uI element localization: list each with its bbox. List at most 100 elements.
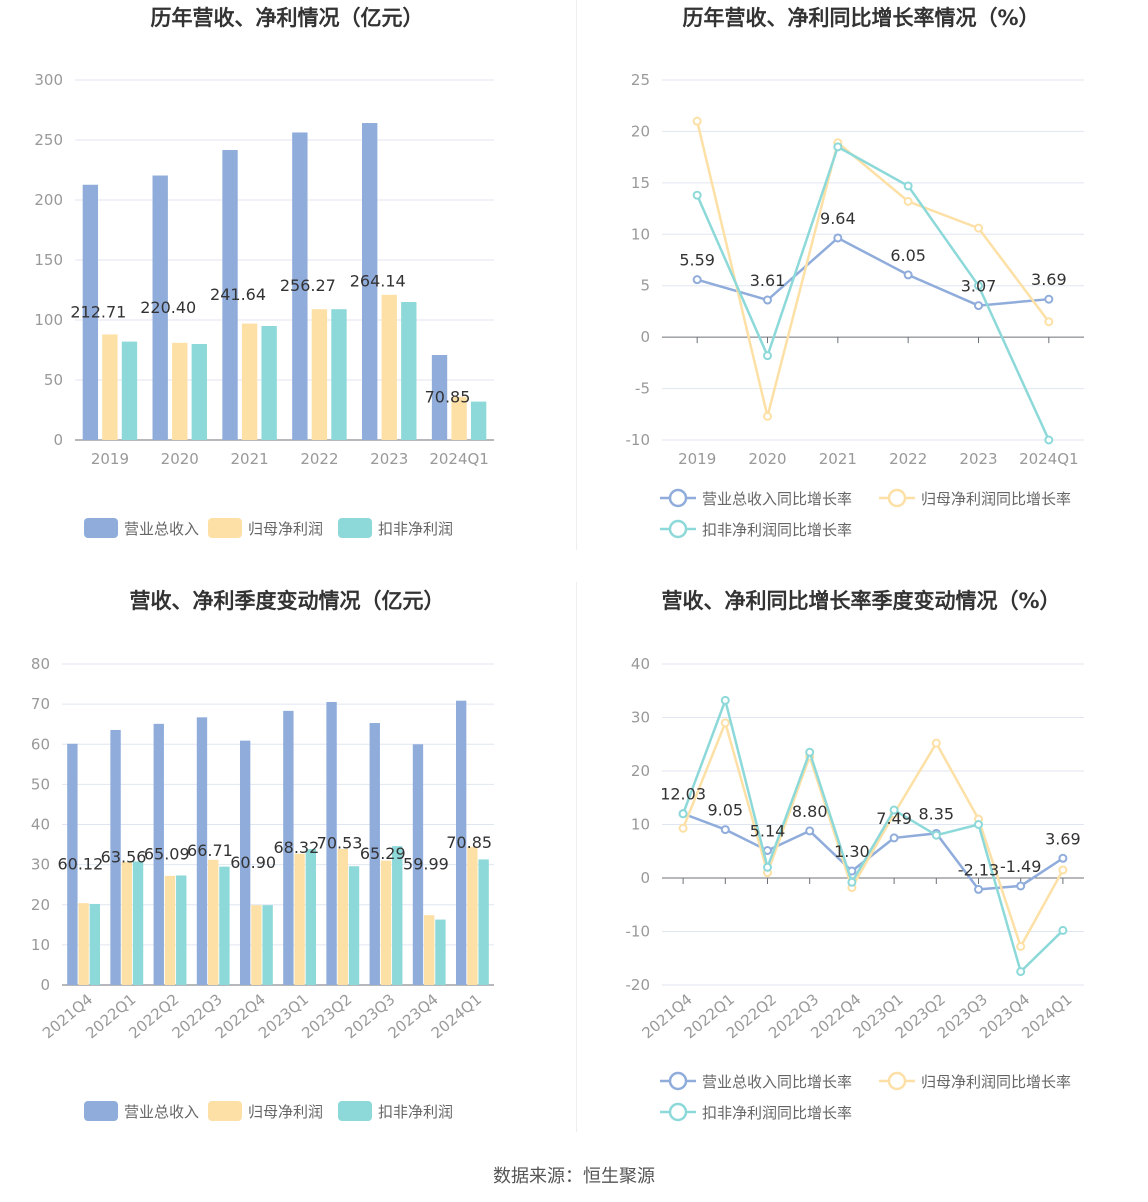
data-label: 3.69 — [1031, 270, 1067, 289]
quarterly-revenue-profit-chart: 营收、净利季度变动情况（亿元）010203040506070802021Q420… — [31, 589, 494, 1121]
y-tick-label: 50 — [31, 775, 50, 793]
data-point — [805, 747, 815, 757]
data-point — [889, 833, 899, 843]
y-tick-label: 15 — [631, 174, 650, 192]
y-tick-label: 40 — [631, 655, 650, 673]
data-label: 1.30 — [834, 842, 870, 861]
data-point — [1058, 865, 1068, 875]
legend-swatch — [84, 518, 118, 538]
y-tick-label: 200 — [34, 191, 63, 209]
y-tick-label: 0 — [640, 328, 650, 346]
data-point — [720, 825, 730, 835]
y-tick-label: 70 — [31, 695, 50, 713]
bar-revenue — [292, 132, 308, 440]
bar-net-profit — [251, 905, 262, 985]
y-tick-label: 5 — [640, 277, 650, 295]
chart-title: 营收、净利季度变动情况（亿元） — [130, 589, 445, 613]
bar-net-profit — [311, 309, 328, 440]
x-tick-label: 2023 — [370, 450, 408, 468]
bar-net-profit — [78, 903, 89, 985]
data-point — [974, 884, 983, 894]
data-point — [974, 281, 983, 291]
data-label: 65.29 — [360, 844, 406, 863]
vertical-divider-bottom — [576, 582, 577, 1132]
series-line-net-profit — [695, 120, 1050, 417]
data-label: 9.64 — [820, 209, 856, 228]
y-tick-label: -20 — [626, 976, 651, 994]
legend-label: 归母净利润同比增长率 — [921, 490, 1071, 508]
x-tick-label: 2024Q1 — [1019, 450, 1079, 468]
chart-title: 营收、净利同比增长率季度变动情况（%） — [661, 589, 1060, 613]
chart-title: 历年营收、净利情况（亿元） — [151, 6, 424, 30]
y-tick-label: 10 — [631, 225, 650, 243]
data-point — [1044, 435, 1054, 445]
y-tick-label: 50 — [44, 371, 63, 389]
x-tick-label: 2022 — [300, 450, 338, 468]
vertical-divider-top — [576, 0, 577, 550]
y-tick-label: -10 — [626, 431, 651, 449]
data-label: 60.12 — [57, 854, 103, 873]
legend-label: 营业总收入 — [124, 1103, 199, 1121]
data-label: 212.71 — [70, 302, 126, 321]
legend-marker — [668, 519, 688, 539]
bar-deducted-profit — [401, 302, 417, 440]
bar-net-profit — [102, 334, 118, 440]
y-tick-label: 80 — [31, 655, 50, 673]
bar-revenue — [326, 701, 337, 985]
data-point — [1044, 317, 1054, 327]
annual-growth-rate-chart: 历年营收、净利同比增长率情况（%） -10 -5 0 5 10 15 20 25 2019 2020… — [626, 6, 1084, 539]
y-tick-label: 10 — [631, 816, 650, 834]
bar-net-profit — [121, 861, 132, 985]
y-tick-label: 25 — [631, 71, 650, 89]
data-label: -2.13 — [958, 860, 999, 879]
bar-deducted-profit — [478, 859, 489, 985]
series-line-deducted-profit — [696, 145, 1050, 441]
data-label: 3.61 — [750, 271, 786, 290]
data-label: 66.71 — [187, 841, 233, 860]
bar-revenue — [283, 710, 294, 985]
legend-label: 扣非净利润 — [378, 1103, 453, 1121]
data-point — [931, 738, 941, 748]
data-point — [974, 223, 983, 233]
bar-revenue — [152, 175, 168, 440]
bar-revenue — [67, 743, 78, 985]
legend-label: 营业总收入同比增长率 — [702, 1073, 852, 1091]
bar-net-profit — [424, 915, 435, 985]
data-point — [974, 301, 983, 311]
data-label: 65.09 — [144, 844, 190, 863]
annual-revenue-profit-chart: 历年营收、净利情况（亿元） 0 50 100 150 200 250 300 2019 2020 2… — [34, 6, 494, 538]
bar-deducted-profit — [176, 875, 187, 985]
series-line-deducted-profit — [681, 696, 1064, 974]
x-tick-label: 2020 — [161, 450, 199, 468]
x-tick-label: 2023 — [959, 450, 997, 468]
bar-net-profit — [294, 853, 305, 985]
data-label: 3.07 — [961, 277, 997, 296]
series-line-net-profit — [681, 718, 1064, 950]
data-point — [903, 196, 913, 206]
bar-revenue — [239, 740, 251, 985]
legend-swatch — [208, 1101, 242, 1121]
x-tick-label: 2019 — [91, 450, 129, 468]
x-tick-label: 2020 — [748, 450, 786, 468]
bar-revenue — [222, 150, 238, 441]
bar-revenue — [153, 723, 164, 985]
x-tick-label: 2021 — [230, 450, 268, 468]
bar-revenue — [110, 729, 121, 985]
bar-deducted-profit — [132, 861, 144, 985]
bar-net-profit — [172, 342, 188, 440]
data-point — [720, 718, 730, 728]
data-point — [889, 805, 899, 815]
bar-deducted-profit — [89, 903, 101, 985]
data-point — [720, 695, 730, 705]
data-label: 241.64 — [210, 285, 266, 304]
data-point — [678, 823, 688, 833]
bar-deducted-profit — [262, 905, 273, 985]
bar-deducted-profit — [348, 866, 360, 985]
x-tick-label: 2022 — [889, 450, 927, 468]
y-tick-label: -5 — [635, 380, 650, 398]
legend-marker — [668, 488, 688, 508]
legend-swatch — [338, 1101, 372, 1121]
legend-swatch — [338, 518, 372, 538]
bar-revenue — [431, 354, 448, 440]
bar-deducted-profit — [191, 344, 207, 440]
